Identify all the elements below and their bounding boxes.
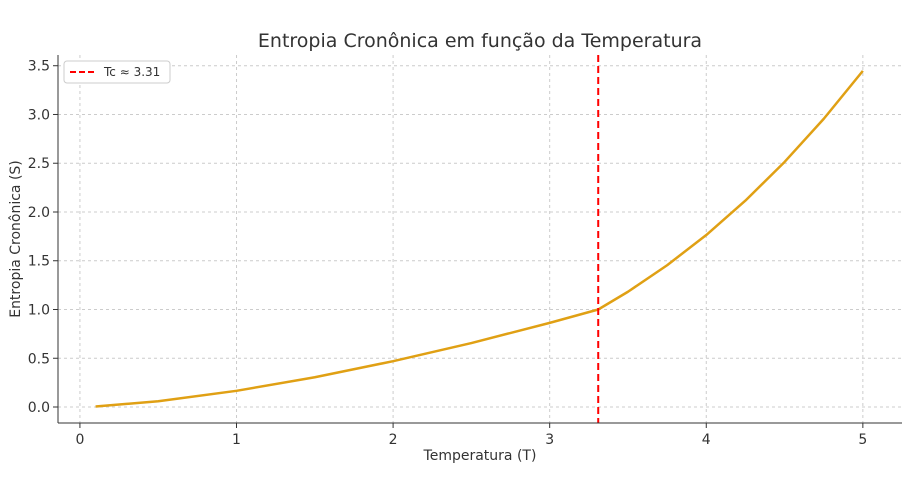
x-tick-label: 4	[702, 432, 711, 448]
x-tick-label: 2	[389, 432, 398, 448]
y-axis-label: Entropia Cronônica (S)	[8, 160, 24, 318]
y-tick-label: 1.5	[28, 254, 50, 270]
y-tick-label: 1.0	[28, 302, 50, 318]
y-tick-label: 2.5	[28, 156, 50, 172]
x-tick-label: 1	[232, 432, 241, 448]
x-axis-label: Temperatura (T)	[423, 448, 537, 464]
y-tick-label: 2.0	[28, 205, 50, 221]
x-tick-label: 3	[545, 432, 554, 448]
legend-label: Tc ≈ 3.31	[103, 65, 160, 79]
y-tick-label: 0.0	[28, 400, 50, 416]
y-tick-label: 3.0	[28, 107, 50, 123]
x-tick-label: 5	[858, 432, 867, 448]
chart-title: Entropia Cronônica em função da Temperat…	[258, 30, 702, 52]
y-tick-label: 3.5	[28, 59, 50, 75]
entropy-curve	[95, 70, 864, 408]
x-tick-label: 0	[75, 432, 84, 448]
legend: Tc ≈ 3.31	[63, 60, 171, 84]
y-tick-label: 0.5	[28, 351, 50, 367]
